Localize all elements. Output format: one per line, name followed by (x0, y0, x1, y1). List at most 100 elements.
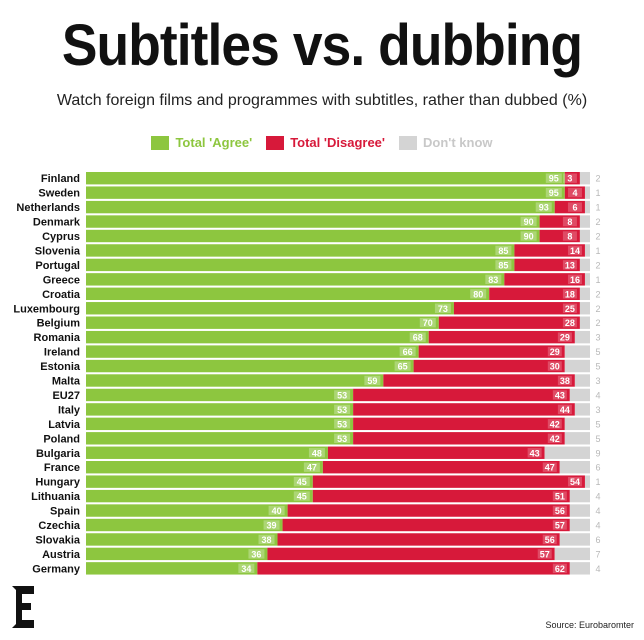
bar-agree-slovenia (86, 244, 515, 257)
bar-dont-know-denmark (579, 215, 590, 228)
bar-agree-austria (86, 547, 268, 561)
bar-agree-czechia (86, 518, 283, 532)
chart-subtitle: Watch foreign films and programmes with … (56, 92, 588, 109)
category-label-denmark: Denmark (33, 217, 81, 229)
bar-dont-know-romania (574, 330, 590, 344)
value-label-agree-sweden: 95 (549, 188, 559, 198)
bar-dont-know-luxembourg (579, 302, 590, 315)
value-label-disagree-finland: 3 (567, 174, 572, 184)
bar-dont-know-netherlands (584, 200, 590, 214)
category-label-italy: Italy (58, 404, 81, 416)
value-label-disagree-poland: 42 (550, 434, 560, 444)
bar-disagree-eu27 (353, 388, 570, 402)
bar-disagree-romania (428, 330, 575, 344)
bar-agree-netherlands (86, 200, 555, 214)
value-label-disagree-netherlands: 6 (572, 203, 577, 213)
chart-title: Subtitles vs. dubbing (61, 13, 583, 78)
bar-disagree-luxembourg (453, 302, 580, 315)
value-label-agree-hungary: 45 (297, 477, 307, 487)
bar-dont-know-eu27 (569, 388, 590, 402)
value-label-agree-spain: 40 (272, 506, 282, 516)
value-label-disagree-greece: 16 (570, 275, 580, 285)
bar-agree-romania (86, 330, 429, 344)
value-badge-agree-slovenia (495, 245, 512, 256)
category-label-latvia: Latvia (48, 419, 81, 431)
value-badge-disagree-malta (557, 375, 572, 386)
value-label-disagree-luxembourg: 25 (565, 304, 575, 314)
category-label-germany: Germany (32, 563, 81, 575)
bar-agree-latvia (86, 417, 354, 431)
category-label-portugal: Portugal (35, 260, 80, 272)
category-label-luxembourg: Luxembourg (13, 303, 80, 315)
bar-disagree-spain (287, 504, 570, 517)
value-badge-agree-romania (409, 332, 426, 342)
value-badge-agree-malta (364, 375, 381, 386)
value-label-dont-know-cyprus: 2 (595, 232, 600, 242)
value-label-disagree-portugal: 13 (565, 260, 575, 270)
category-label-austria: Austria (42, 549, 81, 561)
value-badge-disagree-france (542, 462, 557, 472)
bar-agree-denmark (86, 215, 540, 228)
legend-label-disagree: Total 'Disagree' (290, 135, 385, 150)
value-label-agree-czechia: 39 (267, 521, 277, 531)
bar-agree-ireland (86, 345, 419, 358)
bar-dont-know-france (559, 461, 590, 474)
value-badge-disagree-hungary (567, 476, 582, 487)
value-badge-agree-italy (334, 404, 351, 415)
value-badge-disagree-latvia (547, 419, 562, 429)
value-badge-disagree-bulgaria (527, 448, 542, 458)
bar-dont-know-ireland (564, 345, 590, 358)
value-label-agree-slovakia: 38 (262, 535, 272, 545)
value-badge-agree-denmark (520, 216, 537, 227)
value-badge-disagree-slovakia (542, 534, 557, 545)
bar-disagree-hungary (312, 475, 585, 488)
bar-agree-poland (86, 432, 354, 445)
value-label-dont-know-denmark: 2 (595, 217, 600, 227)
value-label-dont-know-belgium: 2 (595, 318, 600, 328)
value-label-agree-germany: 34 (241, 564, 251, 574)
bar-dont-know-slovenia (584, 244, 590, 257)
value-label-agree-austria: 36 (251, 549, 261, 559)
value-label-dont-know-slovakia: 6 (595, 535, 600, 545)
bar-agree-eu27 (86, 388, 354, 402)
bar-disagree-greece (504, 273, 585, 286)
value-badge-disagree-estonia (547, 361, 562, 371)
bar-disagree-czechia (282, 518, 570, 532)
bar-dont-know-italy (574, 403, 590, 416)
category-label-greece: Greece (43, 274, 80, 286)
bar-dont-know-belgium (579, 316, 590, 329)
value-label-disagree-cyprus: 8 (567, 232, 572, 242)
value-badge-agree-spain (268, 505, 285, 516)
value-label-agree-france: 47 (307, 463, 317, 473)
value-label-agree-netherlands: 93 (539, 203, 549, 213)
category-label-sweden: Sweden (38, 188, 80, 200)
bar-agree-hungary (86, 475, 313, 488)
bar-disagree-finland (564, 172, 580, 185)
category-label-netherlands: Netherlands (16, 202, 80, 214)
value-label-disagree-slovakia: 56 (545, 535, 555, 545)
legend-item-disagree: Total 'Disagree' (266, 135, 385, 150)
value-badge-disagree-lithuania (552, 491, 567, 501)
bar-dont-know-finland (579, 172, 590, 185)
value-badge-agree-estonia (394, 361, 411, 371)
value-label-dont-know-austria: 7 (595, 549, 600, 559)
value-label-disagree-bulgaria: 43 (530, 448, 540, 458)
value-label-dont-know-romania: 3 (595, 333, 600, 343)
bar-dont-know-portugal (579, 258, 590, 272)
legend-swatch-disagree (266, 135, 285, 150)
bar-disagree-croatia (489, 287, 580, 300)
value-badge-disagree-romania (557, 332, 572, 342)
value-label-dont-know-ireland: 5 (595, 347, 600, 357)
value-label-dont-know-malta: 3 (595, 376, 600, 386)
value-label-dont-know-slovenia: 1 (595, 246, 600, 256)
bar-agree-estonia (86, 359, 414, 373)
bar-agree-finland (86, 172, 565, 185)
value-label-agree-greece: 83 (488, 275, 498, 285)
category-label-czechia: Czechia (38, 520, 80, 532)
value-label-dont-know-eu27: 4 (595, 390, 600, 400)
category-label-hungary: Hungary (35, 477, 81, 489)
bar-dont-know-germany (569, 562, 590, 575)
category-label-eu27: EU27 (52, 390, 80, 402)
value-badge-disagree-finland (562, 173, 577, 183)
